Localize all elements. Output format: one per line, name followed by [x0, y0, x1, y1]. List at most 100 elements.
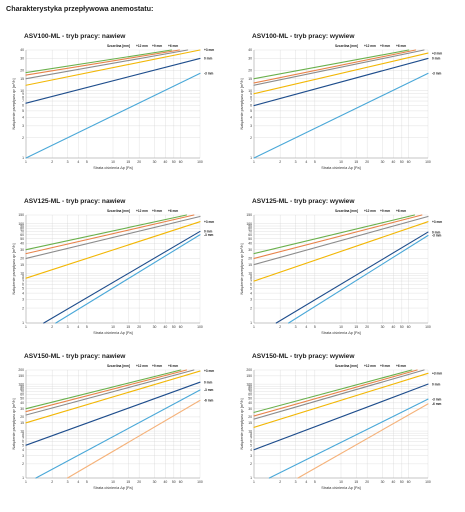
y-tick-label: 80 — [20, 227, 24, 231]
y-tick-label: 7 — [22, 437, 24, 441]
series-label-0-mm: 0 mm — [204, 230, 212, 234]
x-tick-label: 4 — [305, 325, 307, 329]
legend-entry-6-mm: +6 mm — [396, 209, 406, 213]
series-line-3-mm — [25, 49, 201, 86]
y-tick-label: 9 — [22, 431, 24, 435]
series-label-3-mm: -3 mm — [432, 234, 442, 238]
y-tick-label: 100 — [18, 382, 24, 386]
y-tick-label: 40 — [248, 401, 252, 405]
y-tick-label: 4 — [22, 116, 24, 120]
x-tick-label: 100 — [425, 480, 431, 484]
x-tick-label: 60 — [179, 325, 183, 329]
y-tick-label: 7 — [250, 99, 252, 103]
x-tick-label: 5 — [314, 325, 316, 329]
series-label-3-mm: -3 mm — [432, 397, 442, 401]
y-tick-label: 9 — [250, 92, 252, 96]
series-line-6-mm — [253, 49, 425, 86]
y-tick-label: 10 — [248, 272, 252, 276]
y-tick-label: 40 — [248, 242, 252, 246]
series-line-3-mm — [25, 221, 201, 279]
series-line-3-mm — [268, 398, 429, 479]
x-tick-label: 60 — [407, 325, 411, 329]
x-tick-label: 10 — [111, 160, 115, 164]
y-tick-label: 150 — [18, 374, 24, 378]
series-line-9-mm — [25, 49, 180, 76]
y-tick-label: 60 — [20, 233, 24, 237]
x-axis-label: Strata ciśnienia Δp [Pa] — [321, 166, 360, 170]
y-tick-label: 150 — [18, 213, 24, 217]
chart-title: ASV125-ML - tryb pracy: nawiew — [24, 198, 126, 205]
y-tick-label: 70 — [20, 230, 24, 234]
legend-entry-12-mm: +12 mm — [136, 364, 148, 368]
legend-title: Szczelina [mm] — [107, 364, 130, 368]
series-line-0-mm — [275, 231, 429, 324]
series-label-6-mm: -6 mm — [204, 399, 214, 403]
x-tick-label: 15 — [354, 160, 358, 164]
series-line-0-mm — [253, 383, 429, 451]
chart-asv125-nawiew: ASV125-ML - tryb pracy: nawiew 1 2 3 4 5 10 15 2… — [6, 193, 231, 356]
legend-entry-6-mm: +6 mm — [168, 209, 178, 213]
chart-title: ASV150-ML - tryb pracy: nawiew — [24, 353, 126, 360]
y-axis-label: Natężenie przepływu qv [m³/h] — [12, 398, 16, 449]
x-tick-label: 3 — [295, 325, 297, 329]
y-tick-label: 10 — [20, 429, 24, 433]
x-tick-label: 40 — [391, 480, 395, 484]
series-line-6-mm — [66, 399, 201, 479]
y-tick-label: 3 — [22, 454, 24, 458]
y-tick-label: 50 — [248, 396, 252, 400]
x-tick-label: 1 — [25, 325, 27, 329]
y-tick-label: 60 — [20, 393, 24, 397]
x-tick-label: 40 — [163, 160, 167, 164]
x-tick-label: 4 — [305, 160, 307, 164]
y-tick-label: 15 — [20, 421, 24, 425]
y-tick-label: 2 — [250, 306, 252, 310]
legend-entry-9-mm: +9 mm — [152, 44, 162, 48]
x-tick-label: 40 — [163, 325, 167, 329]
series-line-6-mm — [25, 49, 189, 80]
y-tick-label: 9 — [250, 274, 252, 278]
y-tick-label: 6 — [22, 440, 24, 444]
x-tick-label: 5 — [86, 325, 88, 329]
series-line-6-mm — [25, 215, 201, 259]
legend-entry-9-mm: +9 mm — [152, 364, 162, 368]
y-axis-label: Natężenie przepływu qv [m³/h] — [12, 78, 16, 129]
x-tick-label: 100 — [425, 325, 431, 329]
x-tick-label: 30 — [381, 160, 385, 164]
x-tick-label: 50 — [400, 480, 404, 484]
y-tick-label: 30 — [20, 407, 24, 411]
y-tick-label: 90 — [20, 384, 24, 388]
x-tick-label: 10 — [339, 480, 343, 484]
legend-entry-9-mm: +9 mm — [380, 209, 390, 213]
y-tick-label: 1 — [22, 156, 24, 160]
series-line-6-mm — [253, 369, 425, 420]
y-tick-label: 1 — [22, 476, 24, 480]
series-line-12-mm — [253, 214, 416, 255]
x-tick-label: 40 — [391, 160, 395, 164]
x-tick-label: 1 — [253, 325, 255, 329]
y-tick-label: 4 — [22, 448, 24, 452]
y-tick-label: 50 — [248, 237, 252, 241]
x-tick-label: 1 — [25, 480, 27, 484]
y-tick-label: 4 — [250, 116, 252, 120]
x-tick-label: 1 — [25, 160, 27, 164]
series-label-3-mm: +3 mm — [432, 220, 442, 224]
chart-asv100-nawiew: ASV100-ML - tryb pracy: nawiew 1 2 3 4 5 10 15 2… — [6, 28, 231, 191]
y-tick-label: 100 — [246, 222, 252, 226]
y-tick-label: 8 — [250, 276, 252, 280]
series-line-3-mm — [253, 221, 429, 282]
y-tick-label: 6 — [250, 104, 252, 108]
y-tick-label: 5 — [22, 443, 24, 447]
x-tick-label: 5 — [314, 480, 316, 484]
y-tick-label: 5 — [250, 109, 252, 113]
y-tick-label: 3 — [250, 124, 252, 128]
y-tick-label: 3 — [250, 298, 252, 302]
x-tick-label: 20 — [137, 325, 141, 329]
legend-entry-6-mm: +6 mm — [396, 44, 406, 48]
series-line-3-mm — [55, 234, 201, 324]
x-tick-label: 100 — [425, 160, 431, 164]
x-tick-label: 50 — [172, 160, 176, 164]
y-tick-label: 10 — [248, 429, 252, 433]
y-tick-label: 150 — [246, 374, 252, 378]
y-tick-label: 6 — [250, 440, 252, 444]
series-line-12-mm — [25, 369, 182, 410]
